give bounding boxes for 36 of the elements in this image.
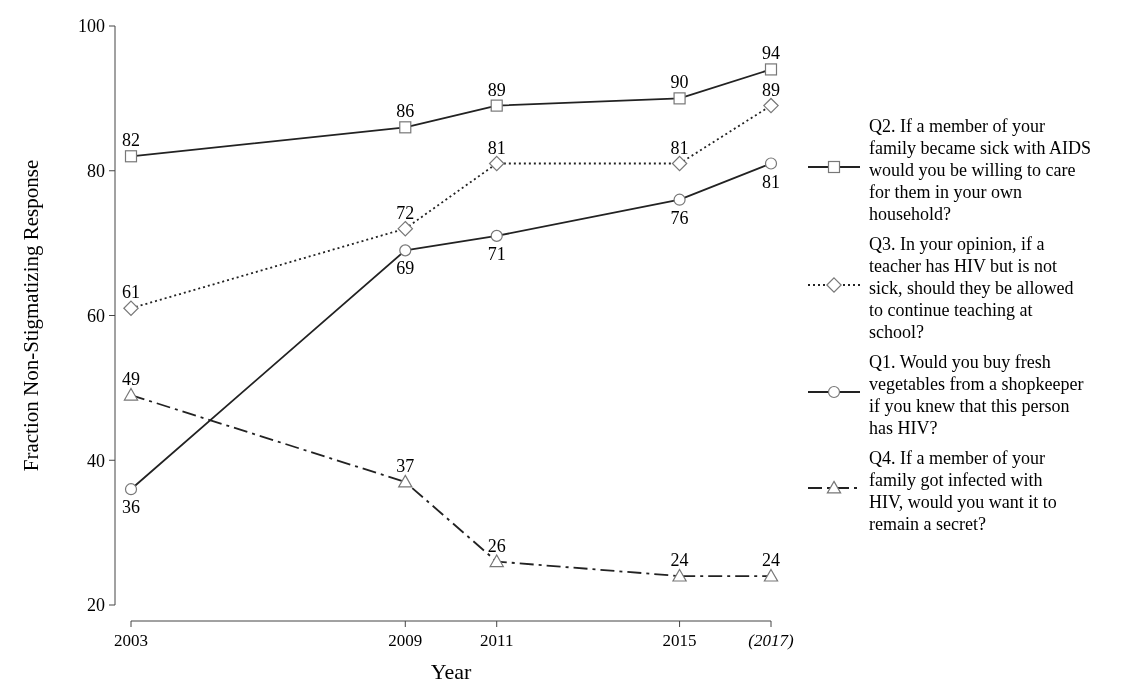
data-label: 26	[487, 535, 506, 556]
y-tick-label: 20	[87, 595, 105, 616]
legend-label: Q1. Would you buy fresh vegetables from a shopkeeper if you knew that this person has HIV?	[869, 352, 1084, 438]
data-label: 82	[122, 130, 140, 151]
y-tick-label: 60	[87, 305, 105, 326]
x-tick-label: (2017)	[748, 631, 794, 650]
legend-label: Q2. If a member of your family became sick with AIDS would you be willing to care for them in your own household?	[869, 116, 1091, 224]
y-tick-label: 80	[87, 161, 105, 182]
x-tick-label: 2009	[388, 631, 423, 650]
legend-label: Q3. In your opinion, if a teacher has HIV but is not sick, should they be allowed to continue teaching at school?	[869, 234, 1074, 342]
data-label: 94	[762, 43, 780, 64]
y-axis-title: Fraction Non-Stigmatizing Response	[19, 159, 43, 472]
legend-label: Q4. If a member of your family got infected with HIV, would you want it to remain a secret?	[869, 448, 1057, 534]
data-label: 81	[762, 171, 780, 192]
x-tick-label: 2011	[480, 631, 514, 650]
data-label: 72	[396, 202, 415, 223]
x-tick-label: 2003	[114, 631, 148, 650]
data-label: 86	[396, 101, 415, 122]
data-label: 69	[396, 258, 415, 279]
data-label: 71	[487, 243, 506, 264]
data-label: 81	[670, 137, 689, 158]
data-label: 36	[122, 497, 140, 518]
y-tick-label: 40	[87, 450, 105, 471]
x-axis-title: Year	[430, 659, 472, 684]
data-label: 76	[670, 207, 689, 228]
data-label: 24	[670, 550, 689, 571]
y-tick-label: 100	[78, 16, 105, 37]
data-label: 49	[122, 369, 140, 390]
data-label: 24	[762, 550, 780, 571]
data-label: 37	[396, 455, 415, 476]
data-label: 89	[762, 79, 780, 100]
data-label: 61	[122, 282, 140, 303]
data-label: 90	[670, 72, 689, 93]
data-label: 89	[487, 79, 506, 100]
x-tick-label: 2015	[662, 631, 697, 650]
data-label: 81	[487, 137, 506, 158]
